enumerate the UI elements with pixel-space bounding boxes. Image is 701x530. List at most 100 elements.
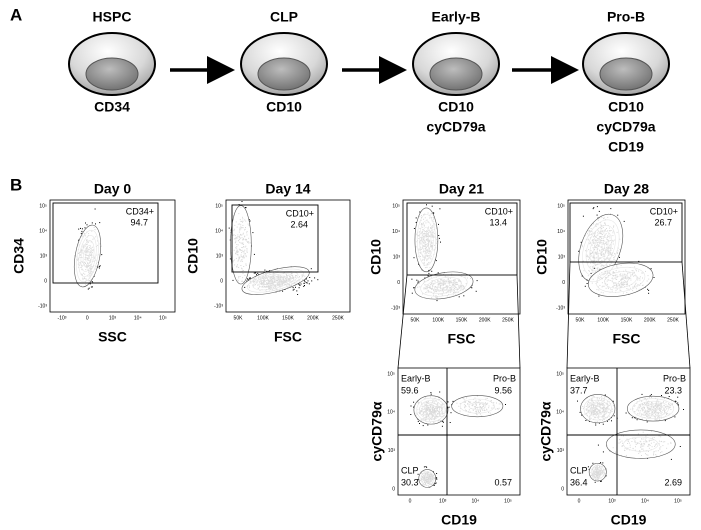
plot-title: Day 28 bbox=[604, 181, 649, 197]
event-dot bbox=[436, 483, 437, 484]
event-dot bbox=[303, 286, 304, 287]
y-tick-label: 0 bbox=[220, 278, 223, 284]
event-dot bbox=[505, 404, 506, 405]
y-tick-label: -10³ bbox=[214, 303, 223, 309]
event-dot bbox=[91, 287, 92, 288]
event-dot bbox=[414, 228, 415, 229]
event-dot bbox=[647, 421, 648, 422]
nucleus bbox=[258, 58, 310, 90]
event-dot bbox=[654, 277, 655, 278]
event-dot bbox=[410, 414, 411, 415]
contour bbox=[627, 396, 679, 421]
event-dot bbox=[440, 242, 441, 243]
event-dot bbox=[680, 446, 681, 447]
event-dot bbox=[282, 291, 283, 292]
event-dot bbox=[601, 481, 602, 482]
event-dot bbox=[449, 407, 450, 408]
event-dot bbox=[459, 296, 460, 297]
event-dot bbox=[439, 208, 440, 209]
event-dot bbox=[412, 293, 413, 294]
event-dot bbox=[651, 268, 652, 269]
event-dot bbox=[249, 278, 250, 279]
event-dot bbox=[477, 280, 478, 281]
marker: CD10 bbox=[438, 99, 474, 115]
y-tick-label: -10³ bbox=[391, 305, 400, 311]
event-dot bbox=[591, 273, 592, 274]
event-dot bbox=[414, 287, 415, 288]
y-tick-label: 0 bbox=[397, 280, 400, 286]
event-dot bbox=[583, 216, 584, 217]
x-tick-label: 10⁴ bbox=[641, 498, 649, 504]
event-dot bbox=[610, 208, 611, 209]
event-dot bbox=[427, 425, 428, 426]
gate-percent: 2.64 bbox=[290, 219, 308, 229]
event-dot bbox=[600, 462, 601, 463]
y-axis-label: CD34 bbox=[11, 238, 27, 274]
y-tick-label: -10³ bbox=[38, 303, 47, 309]
event-dot bbox=[92, 286, 93, 287]
event-dot bbox=[99, 268, 100, 269]
gate-name: CD34+ bbox=[126, 206, 154, 216]
contour bbox=[415, 208, 438, 272]
marker: CD10 bbox=[608, 99, 644, 115]
y-tick-label: 10⁴ bbox=[387, 410, 395, 416]
marker: cyCD79a bbox=[596, 119, 655, 135]
x-axis-label: FSC bbox=[613, 331, 641, 347]
event-dot bbox=[577, 401, 578, 402]
x-axis-label: FSC bbox=[448, 331, 476, 347]
y-tick-label: 0 bbox=[44, 278, 47, 284]
nucleus bbox=[430, 58, 482, 90]
event-dot bbox=[233, 280, 234, 281]
event-dot bbox=[418, 421, 419, 422]
event-dot bbox=[436, 477, 437, 478]
event-dot bbox=[99, 222, 100, 223]
event-dot bbox=[661, 395, 662, 396]
event-dot bbox=[434, 485, 435, 486]
event-dot bbox=[426, 467, 427, 468]
x-tick-label: 10⁴ bbox=[471, 498, 479, 504]
x-tick-label: 150K bbox=[621, 317, 633, 323]
panel-label: B bbox=[10, 175, 22, 194]
y-tick-label: 0 bbox=[561, 486, 564, 492]
event-dot bbox=[582, 276, 583, 277]
event-dot bbox=[424, 466, 425, 467]
event-dot bbox=[603, 451, 604, 452]
event-dot bbox=[256, 274, 257, 275]
event-dot bbox=[88, 289, 89, 290]
y-axis-label: CD10 bbox=[534, 239, 550, 275]
event-dot bbox=[90, 283, 91, 284]
x-tick-label: 250K bbox=[332, 315, 344, 321]
y-tick-label: 10⁴ bbox=[557, 229, 565, 235]
event-dot bbox=[419, 423, 420, 424]
x-tick-label: 10⁴ bbox=[134, 315, 142, 321]
y-tick-label: 10⁴ bbox=[392, 229, 400, 235]
x-tick-label: 10⁵ bbox=[504, 498, 512, 504]
event-dot bbox=[299, 285, 300, 286]
event-dot bbox=[442, 421, 443, 422]
event-dot bbox=[264, 270, 265, 271]
event-dot bbox=[617, 215, 618, 216]
x-tick-label: 250K bbox=[667, 317, 679, 323]
x-tick-label: 0 bbox=[86, 315, 89, 321]
event-dot bbox=[637, 419, 638, 420]
x-tick-label: 10⁵ bbox=[159, 315, 167, 321]
event-dot bbox=[592, 463, 593, 464]
event-dot bbox=[85, 227, 86, 228]
quadrant-percent: 37.7 bbox=[570, 385, 588, 395]
event-dot bbox=[301, 284, 302, 285]
event-dot bbox=[257, 273, 258, 274]
zoom-line bbox=[517, 275, 520, 368]
x-tick-label: -10³ bbox=[58, 315, 67, 321]
event-dot bbox=[648, 290, 649, 291]
event-dot bbox=[101, 254, 102, 255]
stage-name: HSPC bbox=[93, 9, 132, 25]
x-tick-label: 10³ bbox=[439, 498, 447, 504]
x-tick-label: 150K bbox=[282, 315, 294, 321]
x-axis-label: CD19 bbox=[611, 512, 647, 528]
contour bbox=[589, 463, 606, 481]
plot-title: Day 21 bbox=[439, 181, 484, 197]
event-dot bbox=[426, 204, 427, 205]
event-dot bbox=[414, 257, 415, 258]
event-dot bbox=[246, 207, 247, 208]
